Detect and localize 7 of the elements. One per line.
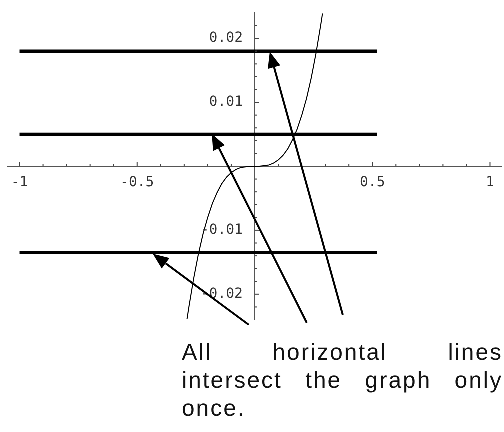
- x-tick-label: -1: [11, 174, 28, 191]
- x-tick-label: 1: [486, 174, 494, 191]
- x-tick-label: -0.5: [120, 174, 154, 191]
- text: All horizontal lines intersect the graph only once.: [182, 338, 503, 422]
- x-tick-label: 0.5: [360, 174, 386, 191]
- y-tick-label: 0.01: [209, 94, 243, 110]
- y-tick-label: 0.02: [209, 30, 243, 46]
